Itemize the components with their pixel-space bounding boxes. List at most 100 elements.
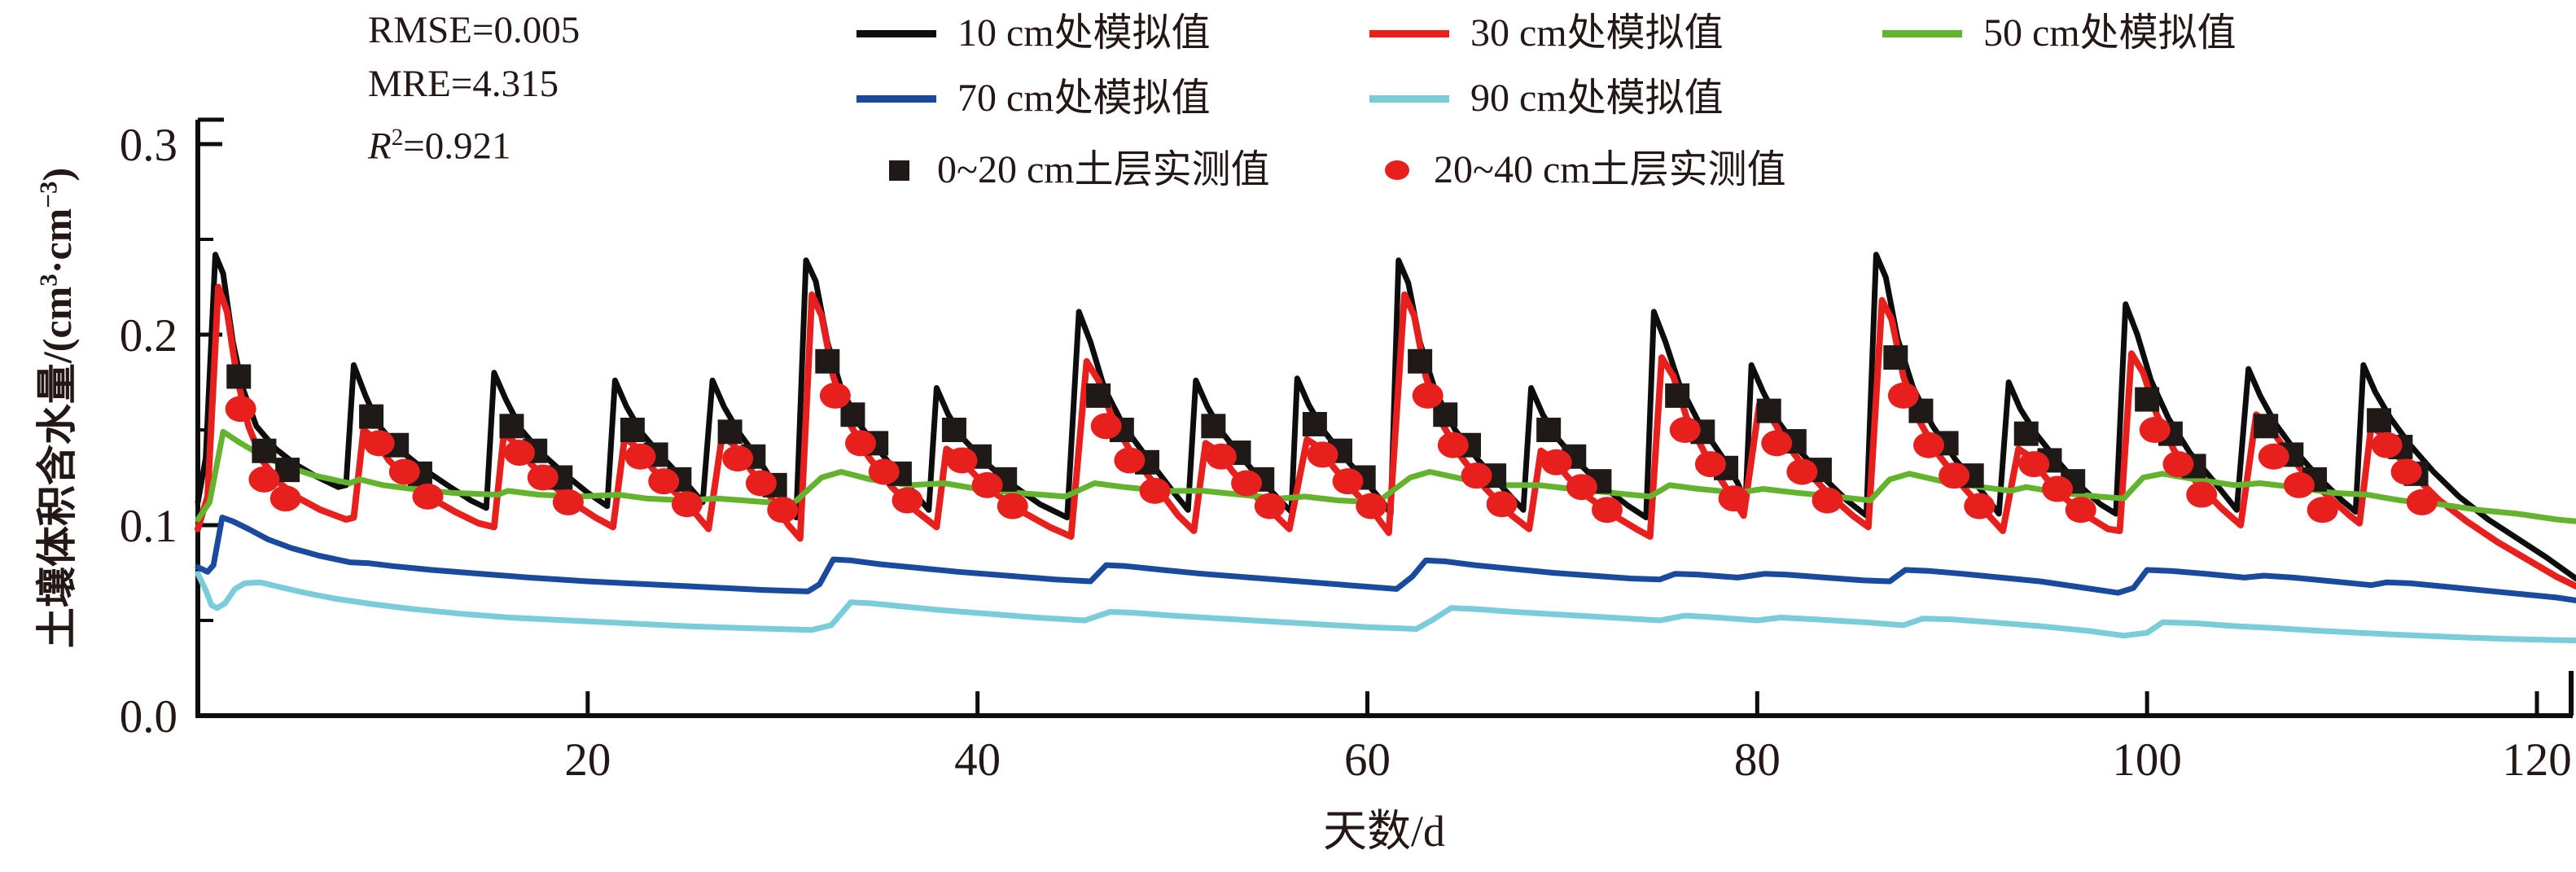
marker-circle-obs-20-40cm	[248, 466, 280, 493]
marker-circle-obs-20-40cm	[412, 483, 444, 510]
marker-square-obs-0-20cm	[1665, 383, 1690, 408]
marker-circle-obs-20-40cm	[671, 491, 703, 518]
legend-item-90cm: 90 cm处模拟值	[1369, 73, 1724, 124]
marker-circle-obs-20-40cm	[2186, 481, 2218, 508]
stat-rmse: RMSE=0.005	[368, 9, 580, 51]
marker-circle-obs-20-40cm	[552, 489, 584, 515]
legend-circle-marker	[1385, 160, 1409, 180]
marker-circle-obs-20-40cm	[1669, 417, 1701, 443]
x-tick-label: 120	[2502, 734, 2572, 786]
marker-circle-obs-20-40cm	[1486, 491, 1518, 518]
legend-line-90cm-swatch	[1369, 94, 1449, 103]
marker-circle-obs-20-40cm	[745, 470, 777, 497]
marker-circle-obs-20-40cm	[1412, 382, 1444, 409]
x-tick-label: 20	[564, 734, 611, 786]
marker-square-obs-0-20cm	[620, 418, 645, 442]
marker-circle-obs-20-40cm	[2018, 451, 2050, 478]
legend-item-30cm: 30 cm处模拟值	[1369, 8, 1724, 59]
y-axis-title: 土壤体积含水量/(cm3·cm−3)	[33, 167, 80, 649]
legend-item-obs-20-40: 20~40 cm土层实测值	[1380, 145, 1786, 195]
marker-circle-obs-20-40cm	[269, 485, 301, 512]
x-tick-label: 40	[954, 734, 1001, 786]
marker-circle-obs-20-40cm	[624, 443, 656, 470]
y-tick-label: 0.2	[120, 310, 177, 362]
legend-label-obs-20-40: 20~40 cm土层实测值	[1434, 148, 1786, 191]
marker-circle-obs-20-40cm	[868, 458, 900, 485]
y-tick-label: 0.0	[120, 691, 177, 743]
marker-circle-obs-20-40cm	[363, 430, 395, 457]
marker-circle-obs-20-40cm	[1812, 487, 1843, 514]
marker-circle-obs-20-40cm	[1540, 449, 1572, 475]
marker-circle-obs-20-40cm	[2406, 489, 2438, 515]
marker-circle-obs-20-40cm	[2258, 443, 2289, 470]
legend-line-30cm-swatch	[1369, 29, 1449, 37]
marker-circle-obs-20-40cm	[2307, 497, 2338, 524]
marker-square-obs-0-20cm	[1536, 418, 1562, 442]
marker-square-obs-0-20cm	[1086, 383, 1111, 408]
legend-item-70cm: 70 cm处模拟值	[856, 73, 1211, 124]
legend-item-50cm: 50 cm处模拟值	[1882, 8, 2236, 59]
marker-circle-obs-20-40cm	[1205, 443, 1237, 470]
marker-circle-obs-20-40cm	[1254, 493, 1286, 519]
marker-square-obs-0-20cm	[359, 404, 384, 429]
marker-circle-obs-20-40cm	[1964, 493, 1996, 519]
marker-circle-obs-20-40cm	[892, 487, 923, 514]
marker-circle-obs-20-40cm	[1437, 432, 1469, 458]
marker-circle-obs-20-40cm	[1332, 468, 1364, 495]
marker-square-obs-0-20cm	[2367, 408, 2392, 433]
y-tick-label: 0.3	[120, 120, 177, 171]
marker-circle-obs-20-40cm	[1887, 382, 1919, 409]
marker-circle-obs-20-40cm	[845, 430, 877, 457]
line-sim-30cm	[195, 283, 2576, 589]
marker-circle-obs-20-40cm	[527, 464, 559, 491]
axis-spines	[195, 120, 2573, 718]
marker-circle-obs-20-40cm	[2139, 417, 2171, 443]
marker-circle-obs-20-40cm	[225, 396, 256, 423]
legend-label-50cm: 50 cm处模拟值	[1983, 11, 2236, 55]
marker-circle-obs-20-40cm	[946, 447, 978, 474]
marker-square-obs-0-20cm	[941, 418, 966, 442]
x-tick-label: 80	[1734, 734, 1781, 786]
stat-r2: R2=0.921	[368, 125, 511, 168]
marker-circle-obs-20-40cm	[767, 497, 799, 524]
marker-square-obs-0-20cm	[1302, 411, 1327, 436]
legend-label-90cm: 90 cm处模拟值	[1470, 77, 1724, 120]
marker-circle-obs-20-40cm	[1786, 458, 1818, 485]
stats-block: RMSE=0.005 MRE=4.315 R2=0.921	[368, 3, 580, 173]
legend-square-marker	[889, 160, 909, 181]
x-tick-label: 100	[2112, 734, 2182, 786]
line-sim-90cm	[195, 571, 2576, 644]
marker-circle-obs-20-40cm	[388, 458, 420, 485]
legend-item-10cm: 10 cm处模拟值	[856, 8, 1211, 59]
marker-square-obs-0-20cm	[499, 414, 524, 439]
legend-line-70cm-swatch	[856, 94, 936, 103]
x-tick-label: 60	[1344, 734, 1391, 786]
marker-circle-obs-20-40cm	[1139, 477, 1171, 504]
legend-label-10cm: 10 cm处模拟值	[957, 11, 1211, 55]
legend-label-obs-0-20: 0~20 cm土层实测值	[937, 148, 1270, 191]
marker-circle-obs-20-40cm	[1913, 432, 1945, 458]
marker-square-obs-0-20cm	[840, 402, 865, 427]
marker-square-obs-0-20cm	[226, 364, 252, 389]
marker-circle-obs-20-40cm	[1231, 470, 1263, 497]
y-tick-label: 0.1	[120, 501, 177, 552]
marker-circle-obs-20-40cm	[504, 440, 536, 467]
marker-square-obs-0-20cm	[1201, 414, 1226, 439]
legend-line-10cm-swatch	[856, 29, 936, 37]
stat-mre: MRE=4.315	[368, 63, 559, 105]
legend-label-70cm: 70 cm处模拟值	[957, 77, 1211, 120]
marker-circle-obs-20-40cm	[2042, 475, 2074, 502]
marker-circle-obs-20-40cm	[1307, 441, 1338, 468]
marker-square-obs-0-20cm	[815, 348, 840, 374]
marker-circle-obs-20-40cm	[997, 493, 1028, 519]
marker-square-obs-0-20cm	[2013, 421, 2039, 446]
marker-circle-obs-20-40cm	[1761, 430, 1793, 457]
marker-circle-obs-20-40cm	[1718, 485, 1750, 512]
marker-circle-obs-20-40cm	[1939, 462, 1970, 489]
legend-item-obs-0-20: 0~20 cm土层实测值	[881, 145, 1270, 195]
marker-circle-obs-20-40cm	[1461, 462, 1492, 489]
marker-circle-obs-20-40cm	[2162, 451, 2194, 478]
line-sim-70cm	[195, 515, 2576, 603]
